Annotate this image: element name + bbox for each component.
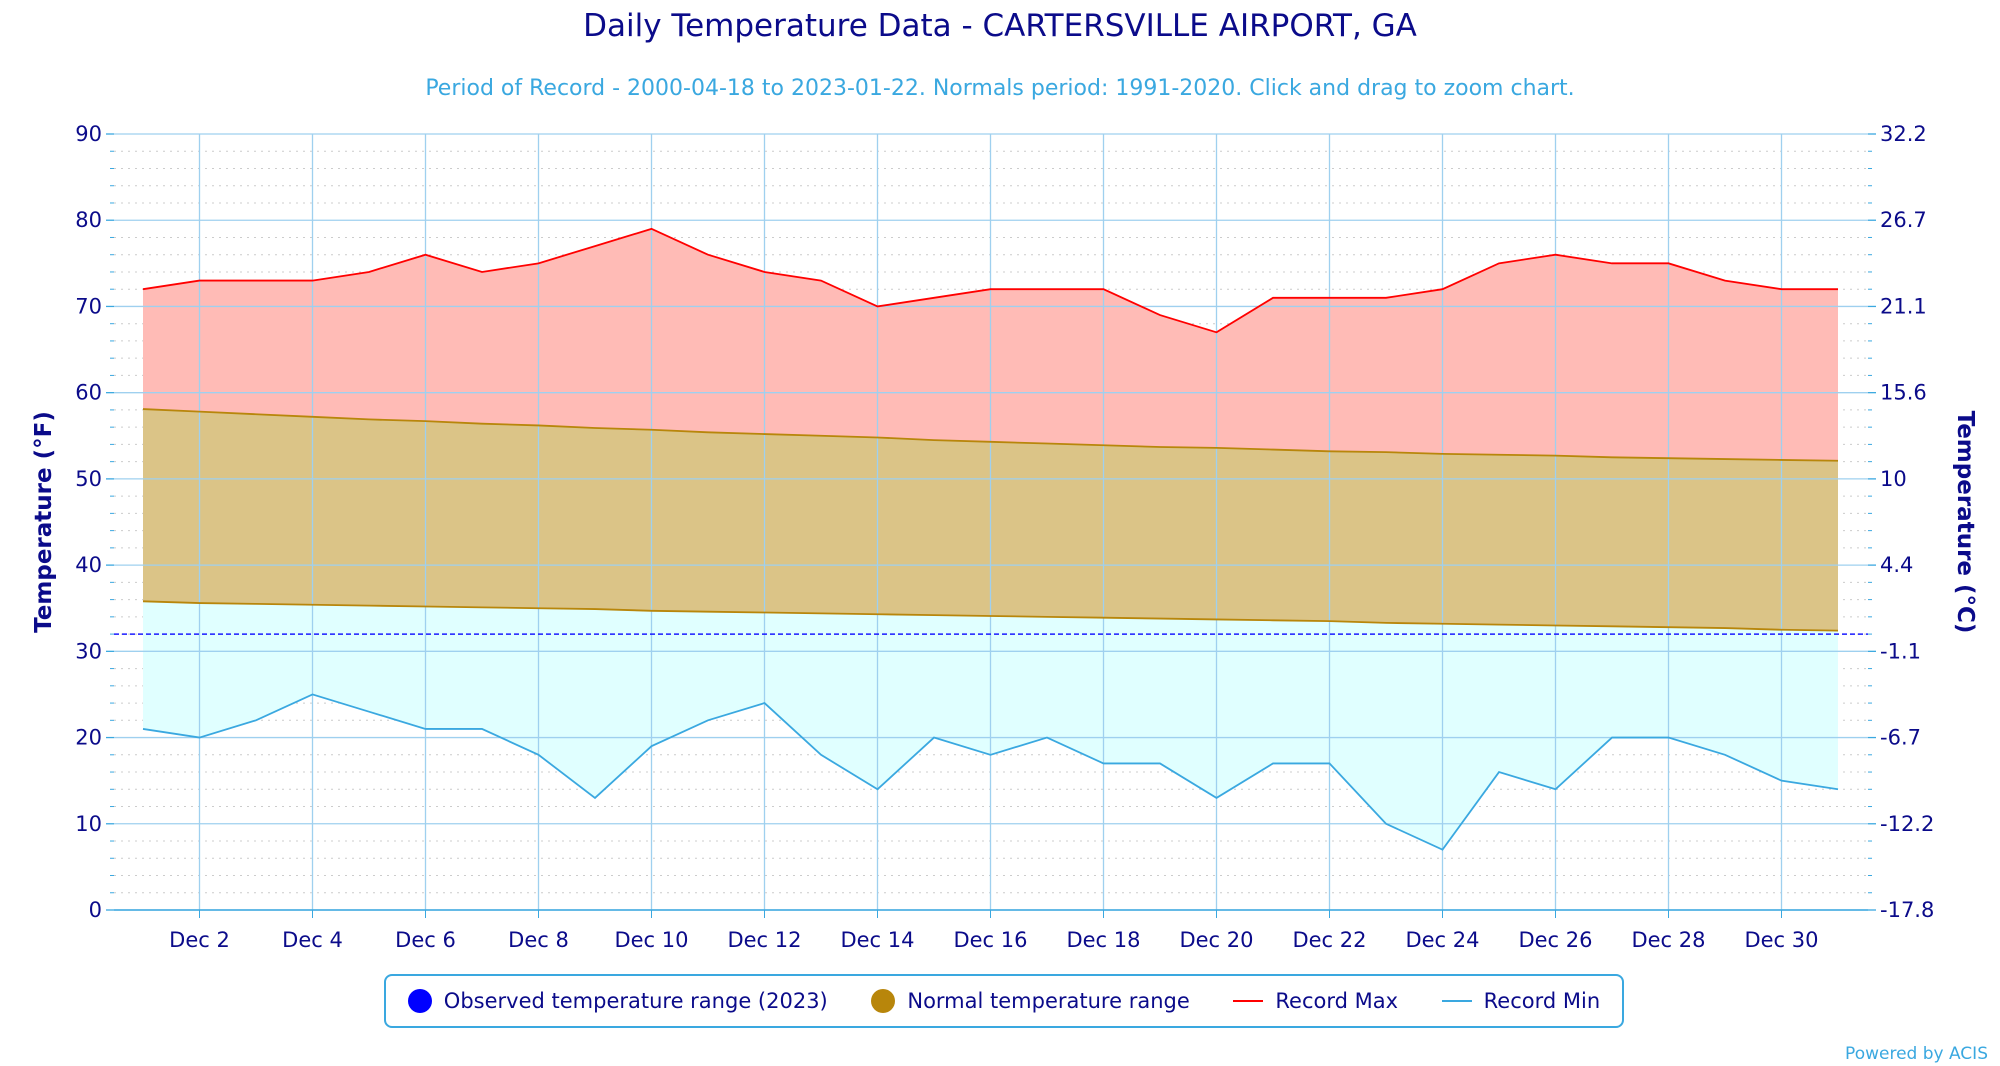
chart-subtitle: Period of Record - 2000-04-18 to 2023-01…	[425, 76, 1575, 101]
y-right-tick-label: -6.7	[1880, 726, 1921, 750]
chart-legend: Observed temperature range (2023) Normal…	[384, 974, 1624, 1028]
y-tick-label: 10	[75, 812, 102, 836]
x-tick-label: Dec 10	[614, 928, 688, 952]
x-tick-label: Dec 30	[1744, 928, 1818, 952]
x-tick-label: Dec 2	[169, 928, 230, 952]
x-tick-label: Dec 28	[1631, 928, 1705, 952]
y-right-tick-label: 4.4	[1880, 553, 1913, 577]
y-right-tick-label: 26.7	[1880, 208, 1927, 232]
y-right-tick-label: 15.6	[1880, 381, 1927, 405]
x-tick-label: Dec 4	[282, 928, 343, 952]
chart-plot[interactable]: 0 -17.8 10 -12.2 20 -6.7 30 -1.1 40 4.4 50 10 60 15.6…	[0, 0, 2000, 960]
x-tick-label: Dec 14	[840, 928, 914, 952]
y-tick-label: 50	[75, 467, 102, 491]
y-tick-label: 20	[75, 726, 102, 750]
record-min-line	[142, 693, 1839, 851]
legend-label-record-min: Record Min	[1483, 989, 1601, 1013]
y-tick-label: 40	[75, 553, 102, 577]
x-tick-label: Dec 12	[727, 928, 801, 952]
legend-item-normal[interactable]: Normal temperature range	[871, 989, 1190, 1013]
legend-label-record-max: Record Max	[1275, 989, 1399, 1013]
x-tick-label: Dec 22	[1292, 928, 1366, 952]
legend-label-normal: Normal temperature range	[907, 989, 1190, 1013]
y-tick-label: 30	[75, 639, 102, 663]
x-tick-label: Dec 18	[1066, 928, 1140, 952]
normal-dot-icon	[871, 989, 896, 1013]
y-right-tick-label: -1.1	[1880, 639, 1921, 663]
y-right-tick-label: -17.8	[1880, 898, 1934, 922]
y-axis-title-right: Temperature (°C)	[1952, 411, 1978, 634]
x-tick-label: Dec 8	[508, 928, 569, 952]
y-tick-label: 80	[75, 208, 102, 232]
legend-item-record-max[interactable]: Record Max	[1233, 989, 1398, 1013]
legend-label-observed: Observed temperature range (2023)	[443, 989, 828, 1013]
y-right-tick-label: -12.2	[1880, 812, 1934, 836]
credit-link[interactable]: Powered by ACIS	[1845, 1044, 1988, 1064]
record-min-line-icon	[1441, 1000, 1472, 1002]
legend-item-record-min[interactable]: Record Min	[1441, 989, 1601, 1013]
y-tick-label: 70	[75, 294, 102, 318]
y-right-tick-label: 21.1	[1880, 294, 1927, 318]
y-tick-label: 60	[75, 381, 102, 405]
x-tick-label: Dec 20	[1179, 928, 1253, 952]
x-tick-label: Dec 16	[953, 928, 1027, 952]
x-tick-label: Dec 26	[1518, 928, 1592, 952]
y-right-tick-label: 10	[1880, 467, 1907, 491]
normal-low-line	[142, 600, 1839, 632]
x-tick-label: Dec 6	[395, 928, 456, 952]
record-max-line-icon	[1233, 1000, 1264, 1002]
legend-item-observed[interactable]: Observed temperature range (2023)	[407, 989, 828, 1013]
chart-title: Daily Temperature Data - CARTERSVILLE AI…	[583, 8, 1417, 44]
y-tick-label: 90	[75, 122, 102, 146]
observed-dot-icon	[407, 989, 432, 1013]
y-tick-label: 0	[89, 898, 102, 922]
y-right-tick-label: 32.2	[1880, 122, 1927, 146]
x-tick-label: Dec 24	[1405, 928, 1479, 952]
normal-high-line	[142, 408, 1839, 462]
y-axis-title: Temperature (°F)	[31, 411, 57, 633]
record-max-line	[142, 227, 1838, 334]
